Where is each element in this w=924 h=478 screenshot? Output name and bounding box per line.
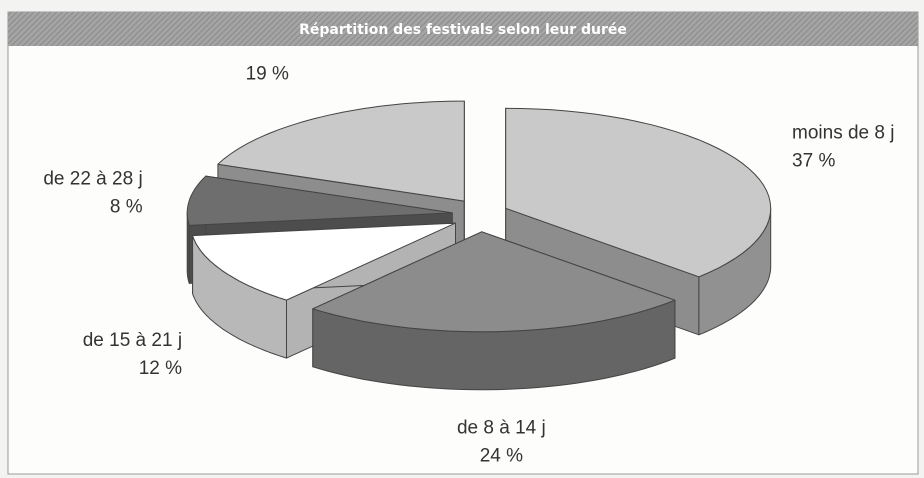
- value-label: 8 %: [110, 197, 143, 218]
- chart-title: Répartition des festivals selon leur dur…: [299, 22, 627, 38]
- slice: [192, 222, 456, 301]
- title-bar: [8, 12, 918, 46]
- slice-label: de 8 à 14 j: [457, 418, 546, 439]
- value-label: 37 %: [792, 151, 835, 172]
- slice: [186, 175, 453, 226]
- slice-label: moins de 8 j: [792, 123, 894, 144]
- slice: [312, 231, 676, 333]
- value-label: 19 %: [246, 63, 289, 84]
- slice-label: de 15 à 21 j: [83, 330, 182, 351]
- slice: [505, 107, 772, 278]
- value-label: 12 %: [139, 358, 182, 379]
- value-label: 24 %: [480, 446, 523, 467]
- slice-label: de 22 à 28 j: [43, 169, 142, 190]
- slice: [217, 100, 465, 202]
